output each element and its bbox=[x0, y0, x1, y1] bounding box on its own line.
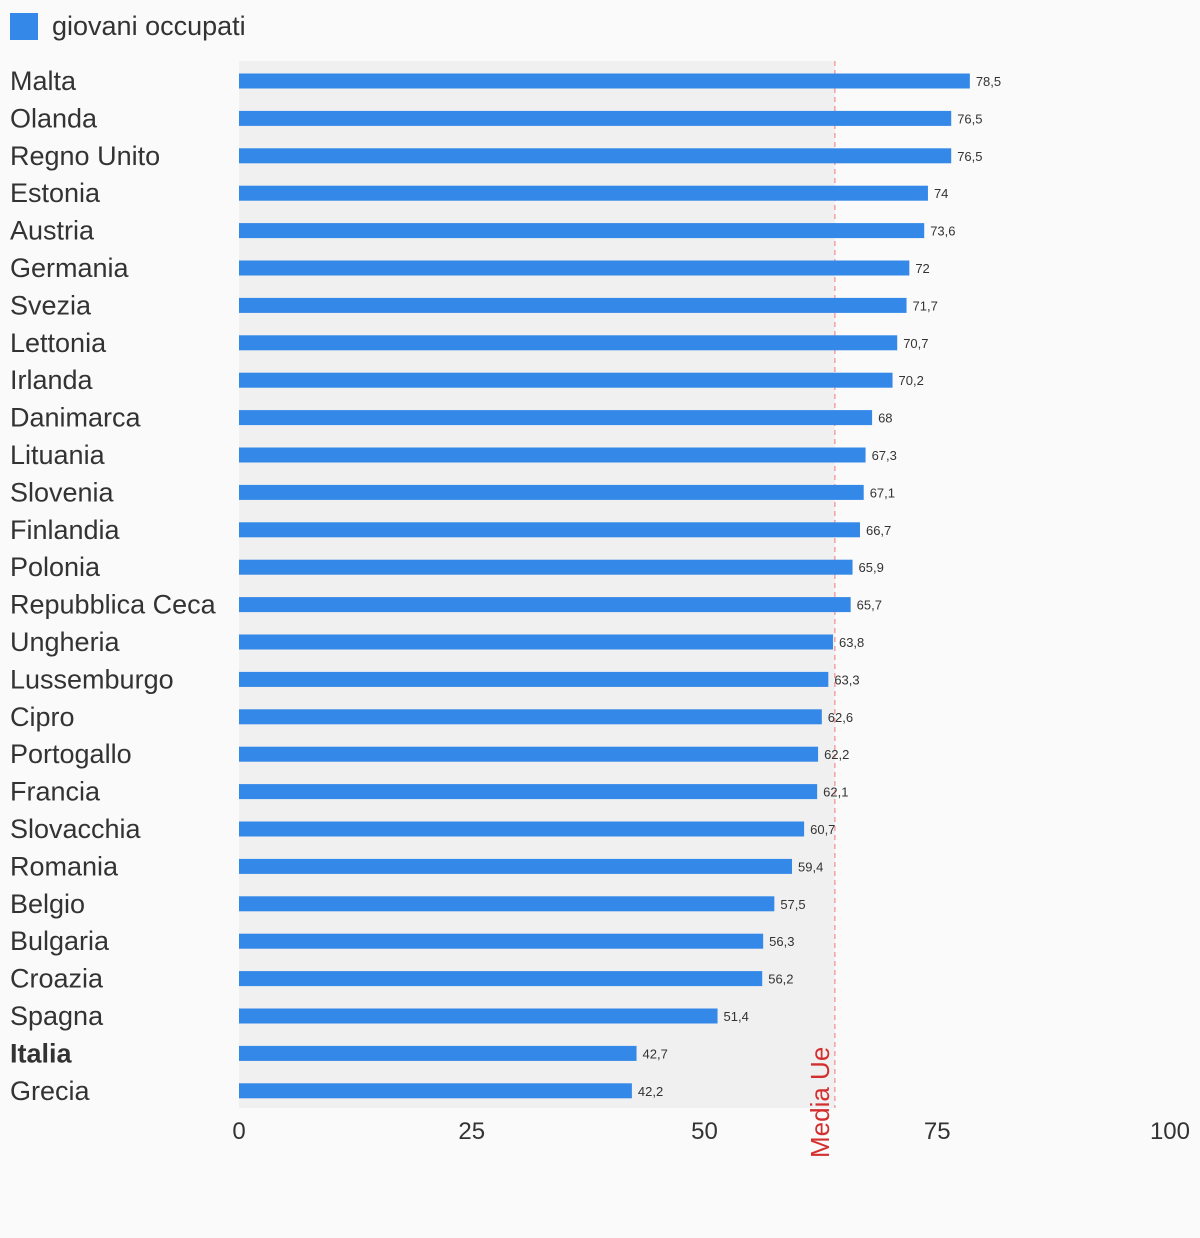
value-label: 70,2 bbox=[899, 373, 924, 388]
category-label: Grecia bbox=[10, 1076, 91, 1106]
x-tick-label: 50 bbox=[691, 1118, 718, 1145]
category-label: Repubblica Ceca bbox=[10, 590, 217, 620]
bar bbox=[239, 671, 829, 687]
bar bbox=[239, 484, 864, 500]
value-label: 73,6 bbox=[930, 224, 955, 239]
legend-label: giovani occupati bbox=[52, 10, 246, 41]
bar bbox=[239, 260, 910, 276]
value-label: 62,6 bbox=[828, 710, 853, 725]
average-label: Media Ue bbox=[805, 1047, 835, 1158]
value-label: 60,7 bbox=[810, 822, 835, 837]
category-label: Lettonia bbox=[10, 328, 107, 358]
value-label: 63,8 bbox=[839, 635, 864, 650]
category-label: Spagna bbox=[10, 1001, 104, 1031]
value-label: 68 bbox=[878, 411, 892, 426]
category-label: Italia bbox=[10, 1038, 73, 1068]
value-label: 76,5 bbox=[957, 111, 982, 126]
value-label: 67,1 bbox=[870, 485, 895, 500]
value-label: 59,4 bbox=[798, 859, 823, 874]
below-average-region bbox=[239, 61, 835, 1108]
value-label: 63,3 bbox=[834, 672, 859, 687]
category-label: Austria bbox=[10, 216, 95, 246]
bar bbox=[239, 522, 860, 538]
value-label: 71,7 bbox=[913, 298, 938, 313]
bar bbox=[239, 372, 893, 388]
category-label: Lituania bbox=[10, 440, 106, 470]
category-label: Ungheria bbox=[10, 627, 121, 657]
value-label: 76,5 bbox=[957, 149, 982, 164]
bar bbox=[239, 746, 819, 762]
bar bbox=[239, 148, 952, 164]
category-label: Slovacchia bbox=[10, 814, 142, 844]
value-label: 56,2 bbox=[768, 972, 793, 987]
value-label: 42,7 bbox=[643, 1046, 668, 1061]
value-label: 62,2 bbox=[824, 747, 849, 762]
bar bbox=[239, 185, 928, 201]
category-label: Bulgaria bbox=[10, 926, 110, 956]
value-label: 72 bbox=[915, 261, 929, 276]
x-tick-label: 0 bbox=[232, 1118, 245, 1145]
category-label: Finlandia bbox=[10, 515, 121, 545]
value-label: 78,5 bbox=[976, 74, 1001, 89]
value-label: 51,4 bbox=[724, 1009, 749, 1024]
bar bbox=[239, 223, 925, 239]
bar bbox=[239, 896, 775, 912]
value-label: 42,2 bbox=[638, 1084, 663, 1099]
category-label: Cipro bbox=[10, 702, 75, 732]
x-tick-label: 75 bbox=[924, 1118, 951, 1145]
legend: giovani occupati bbox=[10, 10, 246, 42]
bar bbox=[239, 110, 952, 126]
category-label: Portogallo bbox=[10, 739, 132, 769]
legend-swatch bbox=[10, 12, 38, 40]
value-label: 57,5 bbox=[780, 897, 805, 912]
category-label: Croazia bbox=[10, 964, 104, 994]
bar bbox=[239, 1045, 637, 1061]
value-label: 67,3 bbox=[872, 448, 897, 463]
bar bbox=[239, 971, 763, 987]
bar bbox=[239, 634, 833, 650]
x-tick-label: 100 bbox=[1150, 1118, 1190, 1145]
bar bbox=[239, 559, 853, 575]
category-label: Belgio bbox=[10, 889, 85, 919]
category-label: Olanda bbox=[10, 103, 98, 133]
category-label: Slovenia bbox=[10, 477, 115, 507]
category-label: Svezia bbox=[10, 290, 92, 320]
category-label: Malta bbox=[10, 66, 77, 96]
bar bbox=[239, 858, 793, 874]
category-label: Estonia bbox=[10, 178, 101, 208]
category-label: Danimarca bbox=[10, 403, 142, 433]
value-label: 56,3 bbox=[769, 934, 794, 949]
bar bbox=[239, 597, 851, 613]
bar bbox=[239, 1008, 718, 1024]
value-label: 66,7 bbox=[866, 523, 891, 538]
bar bbox=[239, 933, 764, 949]
bar bbox=[239, 821, 805, 837]
category-label: Germania bbox=[10, 253, 130, 283]
bar bbox=[239, 1083, 632, 1099]
category-label: Regno Unito bbox=[10, 141, 160, 171]
category-label: Polonia bbox=[10, 552, 101, 582]
value-label: 74 bbox=[934, 186, 948, 201]
bar bbox=[239, 335, 898, 351]
category-label: Lussemburgo bbox=[10, 664, 174, 694]
value-label: 70,7 bbox=[903, 336, 928, 351]
bar bbox=[239, 73, 970, 89]
bar bbox=[239, 297, 907, 313]
value-label: 65,9 bbox=[859, 560, 884, 575]
category-label: Francia bbox=[10, 777, 101, 807]
value-label: 65,7 bbox=[857, 598, 882, 613]
bar bbox=[239, 784, 818, 800]
x-tick-label: 25 bbox=[458, 1118, 485, 1145]
bar bbox=[239, 709, 822, 725]
bar bbox=[239, 410, 873, 426]
category-label: Irlanda bbox=[10, 365, 94, 395]
value-label: 62,1 bbox=[823, 785, 848, 800]
bar bbox=[239, 447, 866, 463]
category-label: Romania bbox=[10, 851, 119, 881]
